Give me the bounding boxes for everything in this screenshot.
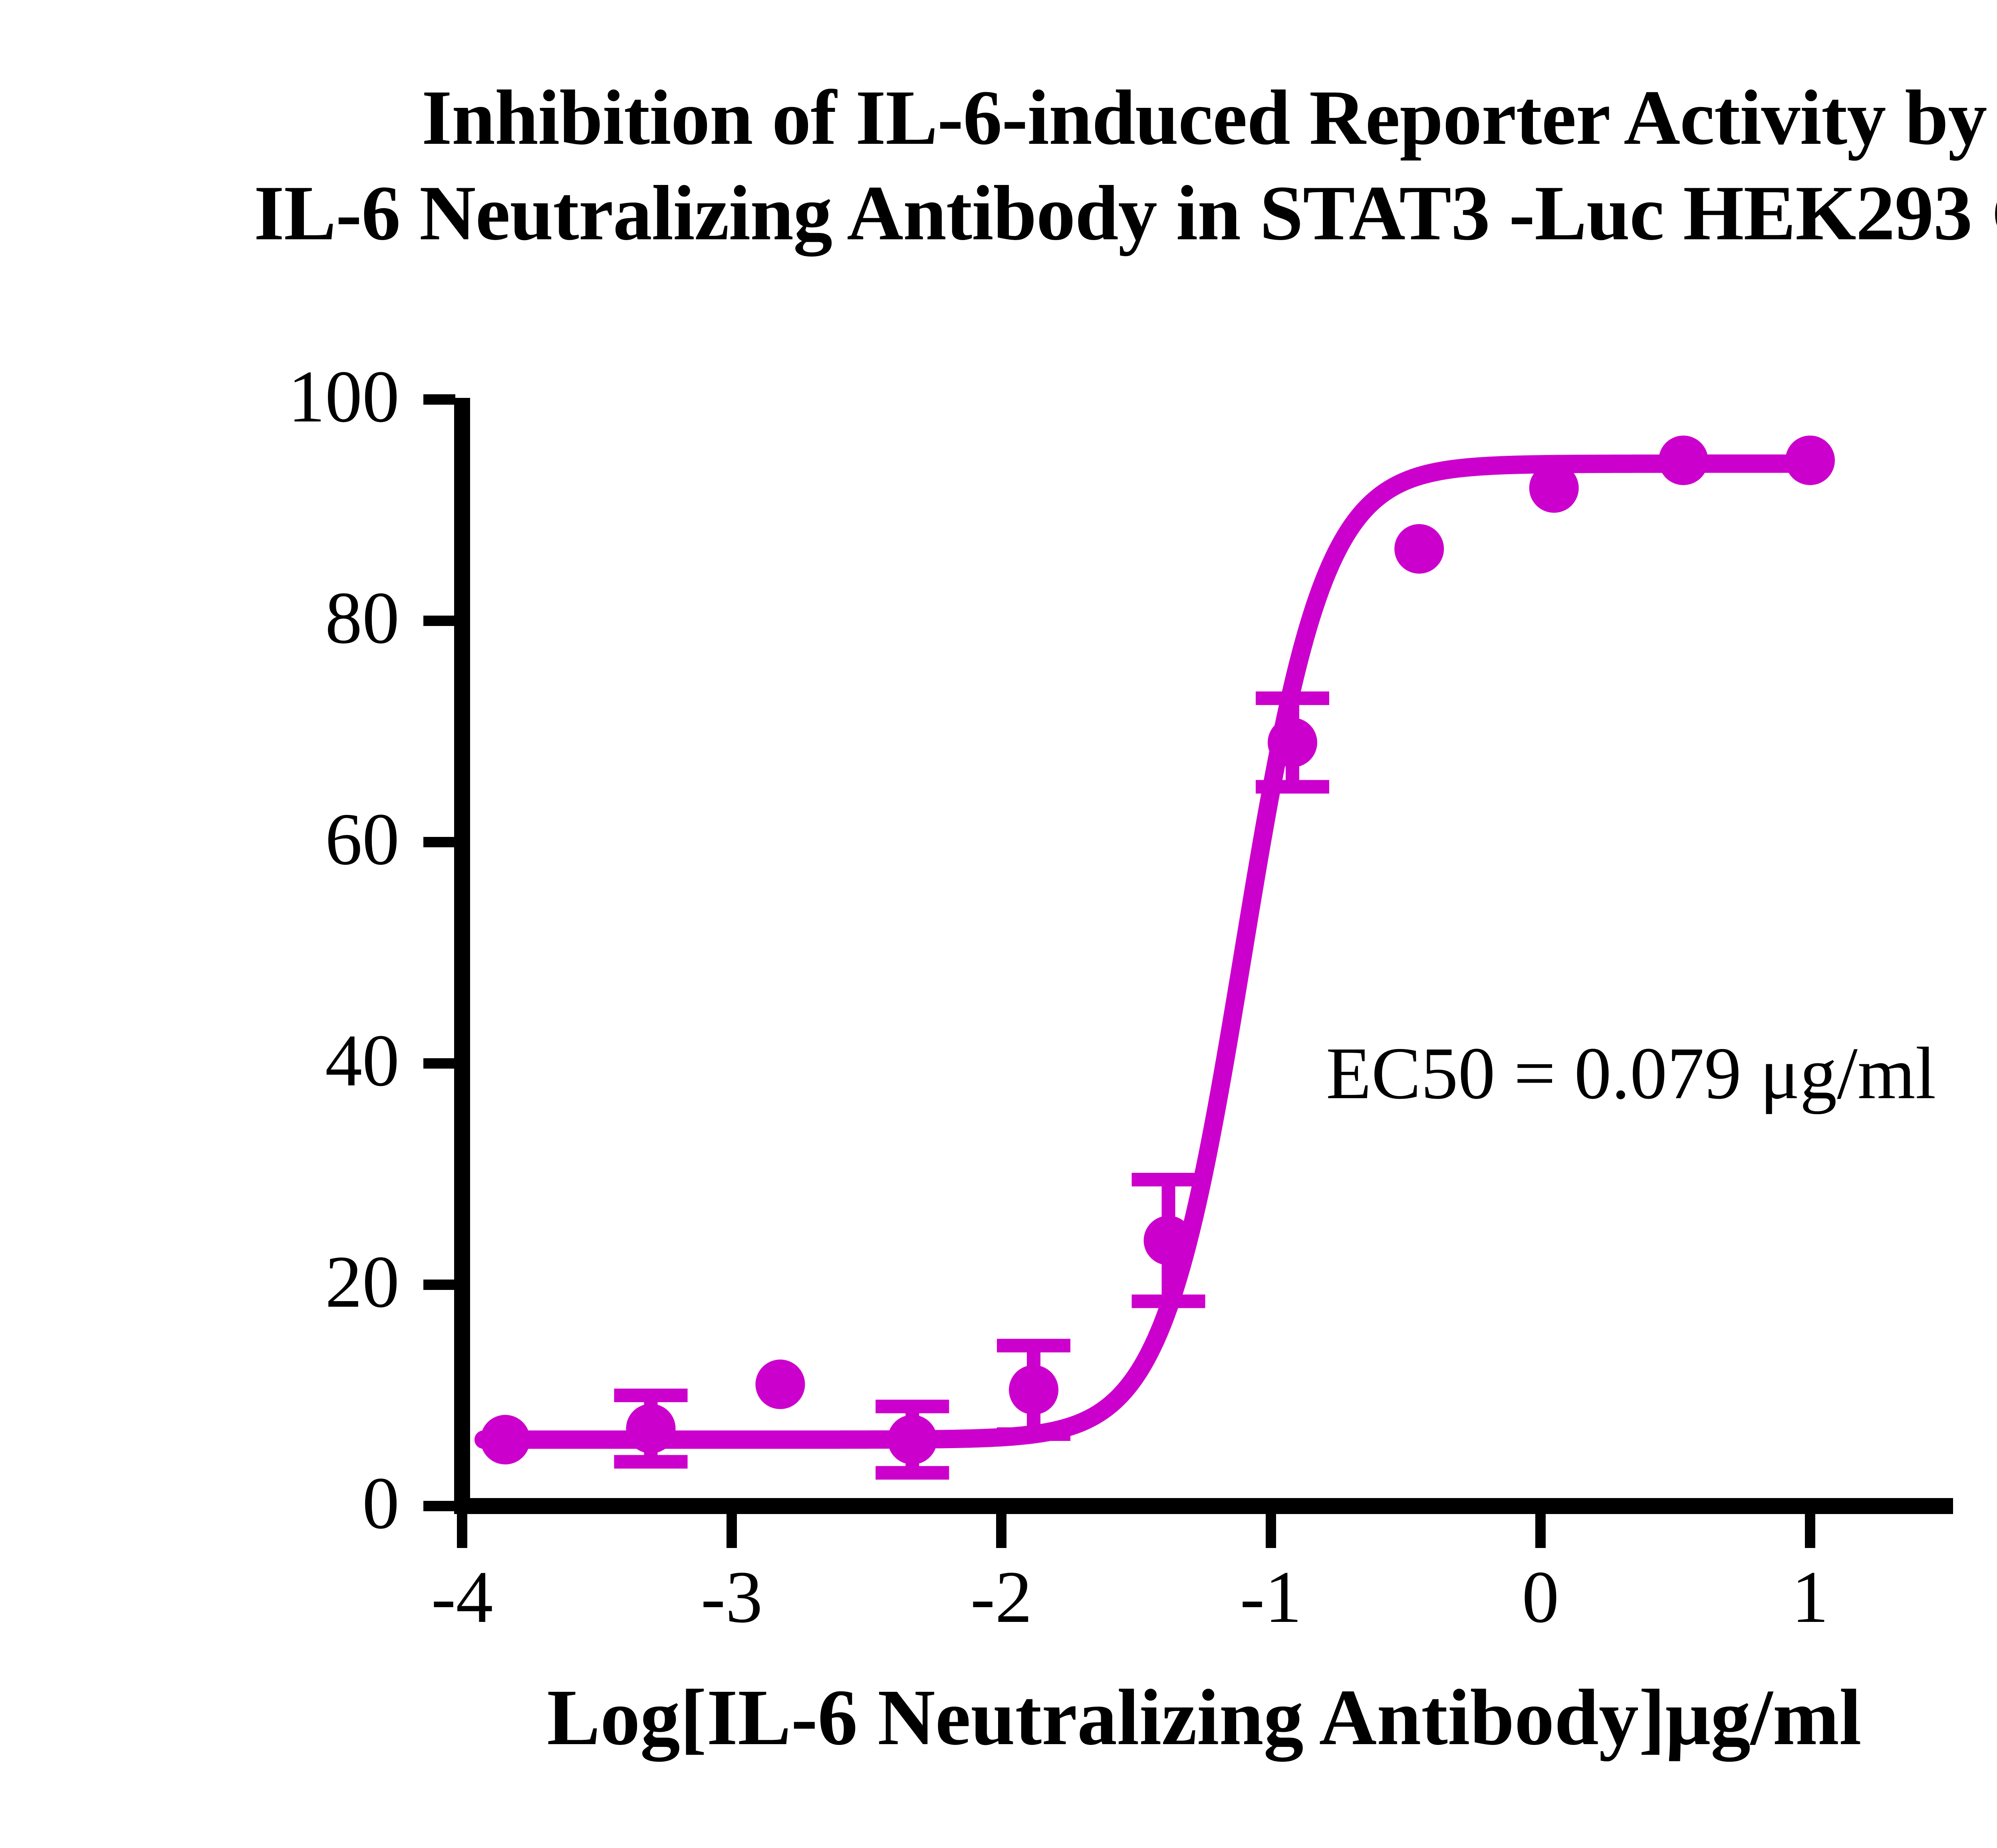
x-axis-title: Log[IL-6 Neutralizing Antibody]μg/ml bbox=[547, 1673, 1862, 1762]
ec50-annotation: EC50 = 0.079 μg/ml bbox=[1326, 1032, 1936, 1115]
x-tick-label-neg3: -3 bbox=[701, 1556, 763, 1638]
x-tick-label-1: 1 bbox=[1791, 1556, 1829, 1638]
axis-spines bbox=[454, 398, 1953, 1514]
figure-title-line-1: Inhibition of IL-6-induced Reporter Acti… bbox=[421, 74, 1987, 161]
data-points bbox=[480, 435, 1835, 1464]
dose-response-fit-curve bbox=[474, 454, 1825, 1449]
y-axis-title: %Inhibition bbox=[0, 512, 6, 934]
x-tick-label-neg1: -1 bbox=[1240, 1556, 1302, 1638]
data-point-marker bbox=[626, 1404, 676, 1454]
x-tick-label-neg4: -4 bbox=[431, 1556, 493, 1638]
data-point-marker bbox=[755, 1359, 805, 1409]
data-point-marker bbox=[1658, 435, 1708, 485]
data-point-marker bbox=[887, 1415, 937, 1464]
data-point-marker bbox=[480, 1415, 530, 1464]
figure-title-line-2: IL-6 Neutralizing Antibody in STAT3 -Luc… bbox=[254, 170, 1997, 257]
y-axis-ticks bbox=[423, 394, 455, 1511]
data-point-marker bbox=[1268, 717, 1317, 767]
x-axis-ticks bbox=[457, 1514, 1815, 1548]
y-tick-label-80: 80 bbox=[325, 577, 399, 659]
data-point-marker bbox=[1529, 463, 1579, 513]
figure-title: Inhibition of IL-6-induced Reporter Acti… bbox=[0, 70, 1997, 261]
x-tick-label-0: 0 bbox=[1522, 1556, 1559, 1638]
data-point-marker bbox=[1143, 1216, 1193, 1266]
x-tick-label-neg2: -2 bbox=[970, 1556, 1032, 1638]
data-point-marker bbox=[1009, 1365, 1058, 1415]
y-tick-label-0: 0 bbox=[362, 1462, 399, 1544]
y-tick-label-20: 20 bbox=[325, 1241, 399, 1323]
y-tick-label-100: 100 bbox=[288, 356, 399, 438]
y-tick-label-60: 60 bbox=[325, 798, 399, 880]
data-point-marker bbox=[1785, 435, 1835, 485]
data-point-marker bbox=[1394, 524, 1444, 574]
y-tick-label-40: 40 bbox=[325, 1019, 399, 1102]
